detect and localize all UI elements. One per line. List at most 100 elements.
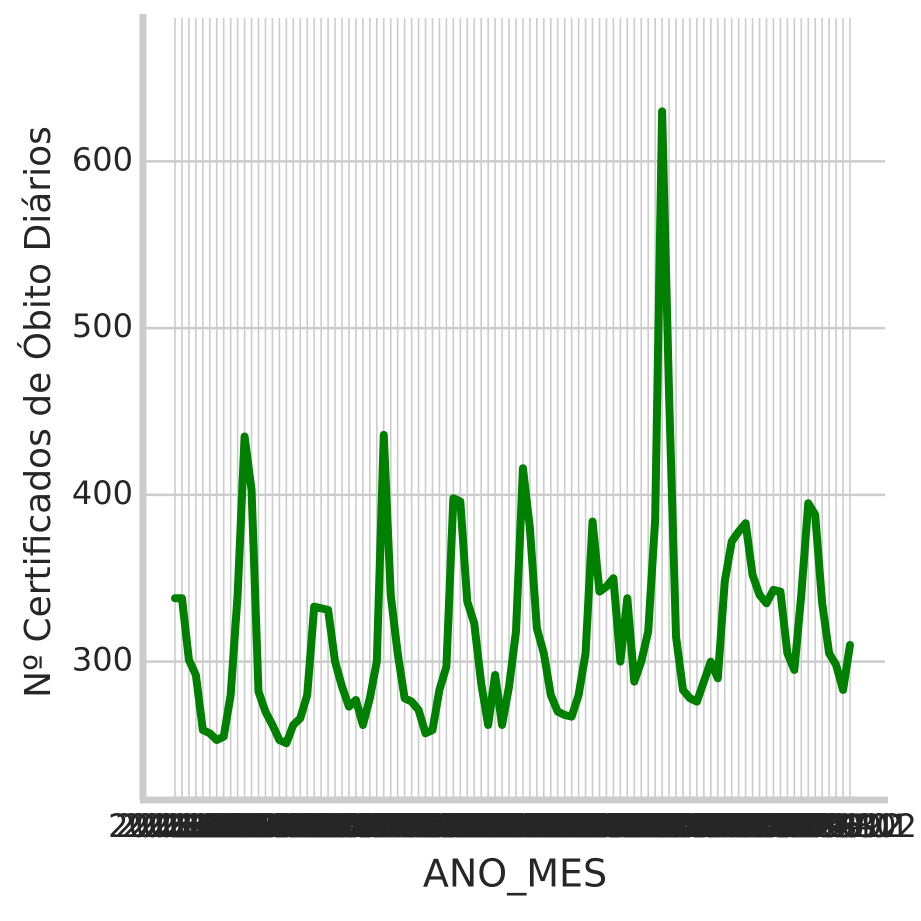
x-tick-label: 2022-03 <box>707 807 841 845</box>
y-axis-label: Nº Certificados de Óbito Diários <box>17 126 59 698</box>
x-tick-label: 2020-11 <box>595 807 729 845</box>
x-tick-label: 2016-07 <box>233 807 367 845</box>
x-tick-label: 2018-05 <box>386 807 520 845</box>
x-tick-label: 2020-03 <box>540 807 674 845</box>
x-tick-label: 2018-10 <box>421 807 555 845</box>
x-tick-label: 2015-07 <box>150 807 284 845</box>
x-tick-label: 2020-08 <box>574 807 708 845</box>
x-tick-label: 2020-04 <box>547 807 681 845</box>
x-tick-label: 2015-12 <box>185 807 319 845</box>
x-tick-label: 2016-10 <box>254 807 388 845</box>
x-tick-label: 2023-01 <box>776 807 910 845</box>
x-tick-label: 2021-11 <box>679 807 813 845</box>
x-tick-label: 2021-10 <box>672 807 806 845</box>
x-tick-label: 2017-07 <box>317 807 451 845</box>
y-tick-label: 400 <box>72 474 133 512</box>
x-tick-label: 2021-02 <box>616 807 750 845</box>
x-tick-label: 2018-03 <box>373 807 507 845</box>
x-tick-label: 2015-09 <box>164 807 298 845</box>
x-tick-label: 2017-11 <box>345 807 479 845</box>
x-tick-label: 2021-08 <box>658 807 792 845</box>
x-tick-label: 2016-03 <box>206 807 340 845</box>
x-tick-label: 2022-04 <box>714 807 848 845</box>
x-tick-label: 2016-11 <box>261 807 395 845</box>
x-tick-label: 2018-09 <box>414 807 548 845</box>
y-tick-label: 300 <box>72 641 133 679</box>
x-tick-label: 2016-05 <box>219 807 353 845</box>
x-tick-label: 2016-08 <box>240 807 374 845</box>
x-tick-label: 2018-06 <box>393 807 527 845</box>
x-tick-label: 2017-04 <box>296 807 430 845</box>
x-tick-label: 2019-04 <box>463 807 597 845</box>
x-tick-label: 2016-02 <box>199 807 333 845</box>
x-tick-label: 2018-12 <box>435 807 569 845</box>
x-tick-label: 2019-01 <box>442 807 576 845</box>
x-tick-label: 2018-02 <box>366 807 500 845</box>
x-tick-label: 2016-01 <box>192 807 326 845</box>
x-tick-label: 2015-01 <box>108 807 242 845</box>
x-tick-label: 2017-10 <box>338 807 472 845</box>
x-tick-label: 2015-06 <box>143 807 277 845</box>
x-tick-label: 2022-06 <box>727 807 861 845</box>
x-tick-label: 2021-04 <box>630 807 764 845</box>
x-tick-label: 2020-09 <box>581 807 715 845</box>
x-tick-label: 2015-04 <box>129 807 263 845</box>
x-tick-label: 2021-12 <box>686 807 820 845</box>
x-tick-label: 2015-03 <box>122 807 256 845</box>
x-tick-label: 2016-06 <box>226 807 360 845</box>
x-tick-label: 2018-08 <box>407 807 541 845</box>
x-tick-label: 2021-05 <box>637 807 771 845</box>
x-tick-label: 2019-03 <box>456 807 590 845</box>
x-tick-label: 2020-06 <box>560 807 694 845</box>
x-tick-label: 2022-10 <box>755 807 889 845</box>
x-tick-label: 2016-12 <box>268 807 402 845</box>
x-tick-label: 2021-07 <box>651 807 785 845</box>
x-tick-label: 2023-02 <box>783 807 917 845</box>
x-tick-label: 2017-12 <box>352 807 486 845</box>
data-line <box>171 107 854 748</box>
x-tick-label: 2022-08 <box>741 807 875 845</box>
x-tick-label: 2020-05 <box>554 807 688 845</box>
x-tick-label: 2022-02 <box>700 807 834 845</box>
x-tick-label: 2015-10 <box>171 807 305 845</box>
x-tick-label: 2019-11 <box>512 807 646 845</box>
x-tick-label: 2016-04 <box>213 807 347 845</box>
x-tick-label: 2022-11 <box>762 807 896 845</box>
x-tick-label: 2018-04 <box>380 807 514 845</box>
x-tick-label: 2019-07 <box>484 807 618 845</box>
y-tick-label: 600 <box>72 140 133 178</box>
x-tick-label: 2017-05 <box>303 807 437 845</box>
x-tick-label: 2017-08 <box>324 807 458 845</box>
x-tick-label: 2019-06 <box>477 807 611 845</box>
x-axis-label: ANO_MES <box>423 852 607 896</box>
x-tick-label: 2022-01 <box>693 807 827 845</box>
x-tick-label: 2017-02 <box>282 807 416 845</box>
x-tick-label: 2020-10 <box>588 807 722 845</box>
x-tick-label: 2021-01 <box>609 807 743 845</box>
x-tick-label: 2015-08 <box>157 807 291 845</box>
x-tick-label: 2022-12 <box>769 807 903 845</box>
x-tick-label: 2017-01 <box>275 807 409 845</box>
x-tick-label: 2021-09 <box>665 807 799 845</box>
x-tick-label: 2015-02 <box>115 807 249 845</box>
x-tick-label: 2015-05 <box>136 807 270 845</box>
x-tick-label: 2020-02 <box>533 807 667 845</box>
x-tick-label: 2022-09 <box>748 807 882 845</box>
x-tick-label: 2020-12 <box>602 807 736 845</box>
x-tick-label: 2018-07 <box>400 807 534 845</box>
y-tick-label: 500 <box>72 307 133 345</box>
x-tick-label: 2018-01 <box>359 807 493 845</box>
x-tick-label: 2017-06 <box>310 807 444 845</box>
x-tick-label: 2020-07 <box>567 807 701 845</box>
x-tick-label: 2022-07 <box>734 807 868 845</box>
x-tick-label: 2019-12 <box>519 807 653 845</box>
x-tick-label: 2018-11 <box>428 807 562 845</box>
x-tick-label: 2022-05 <box>721 807 855 845</box>
x-tick-label: 2017-09 <box>331 807 465 845</box>
x-tick-label: 2021-06 <box>644 807 778 845</box>
x-tick-label: 2019-08 <box>491 807 625 845</box>
x-tick-label: 2019-09 <box>498 807 632 845</box>
x-tick-label: 2015-11 <box>178 807 312 845</box>
x-tick-label: 2016-09 <box>247 807 381 845</box>
